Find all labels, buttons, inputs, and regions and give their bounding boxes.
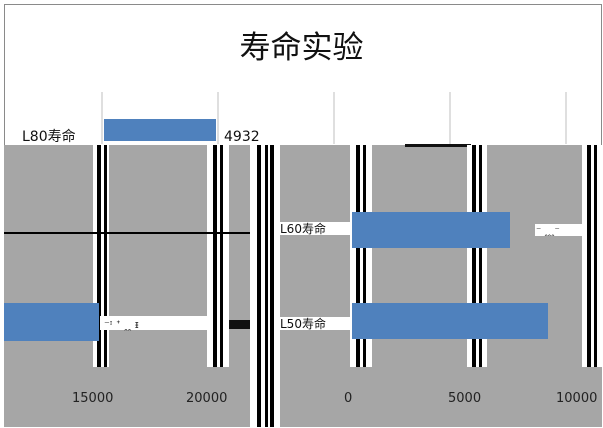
category-label: L60寿命 [280,221,326,236]
x-tick-label: 15000 [72,391,113,406]
left-gridline-bars [93,145,229,367]
artifact-block [229,320,251,329]
bar-l60-right [352,212,510,248]
glitch-label: ⁻ ꞈꞈꞈ⁻ [536,226,560,237]
bar-l80-top [104,119,216,141]
x-tick-label: 5000 [448,391,481,406]
x-tick-label: 10000 [556,391,597,406]
x-tick-label: 0 [344,391,352,406]
data-label: 4932 [224,129,260,145]
glitch-label: ⁻ᶦ ᐩ ꞈꞈ ᵻ [104,318,139,331]
x-tick-label: 20000 [186,391,227,406]
category-label: L80寿命 [22,128,76,145]
separator-stripes [250,145,280,427]
category-label: L50寿命 [280,316,326,331]
bar-l60-left [4,303,99,341]
artifact-block [405,144,471,147]
bar-l50-right [352,303,548,339]
